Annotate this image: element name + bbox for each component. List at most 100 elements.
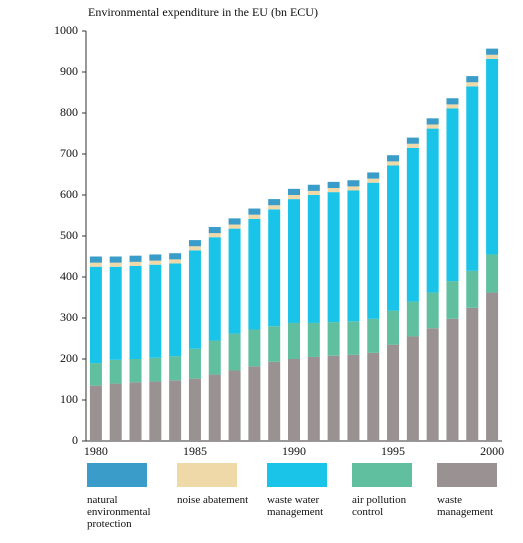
legend-swatch [437,463,497,487]
bar-segment [406,147,419,302]
bar-segment [288,188,300,195]
bar-segment [426,292,439,329]
bar-segment [446,98,459,105]
bar-segment [89,363,102,386]
bar-segment [327,181,340,189]
bar-segment [327,188,340,193]
legend-label: waste management [437,494,494,518]
bar-segment [149,260,162,265]
bar-segment [149,264,162,358]
bar-segment [446,318,459,441]
bar-segment [188,378,201,441]
bar-segment [406,137,419,144]
bar-segment [367,182,380,319]
bar-segment [208,237,221,341]
bar-segment [426,124,439,129]
bar-segment [406,336,419,441]
bar-segment [129,382,142,441]
bar-segment [169,259,182,264]
bar-segment [248,218,261,330]
bar-segment [149,357,162,382]
bar-segment [188,240,201,247]
bar-segment [387,344,400,441]
bar-segment [188,250,201,349]
bar-segment [109,266,122,360]
bar-segment [169,380,182,441]
bar-segment [208,233,221,238]
bar-segment [129,359,142,383]
bar-segment [426,118,439,125]
bar-segment [347,354,360,441]
legend-label: waste water management [267,494,324,518]
bar-segment [426,128,439,293]
y-tick-label: 200 [60,351,78,365]
bar-segment [188,246,201,251]
bar-segment [327,192,340,323]
y-tick-label: 300 [60,310,78,324]
bar-segment [367,172,380,179]
legend-label: noise abatement [177,494,249,506]
bar-segment [486,292,499,441]
bar-segment [169,263,182,357]
bar-segment [109,256,122,263]
bar-segment [288,322,300,359]
bar-segment [426,328,439,441]
bar-segment [307,195,320,323]
bar-segment [327,322,340,356]
bar-segment [109,262,122,267]
x-tick-label: 1980 [84,444,108,458]
legend-swatch [352,463,412,487]
bar-segment [228,218,241,225]
x-tick-label: 1990 [282,444,306,458]
y-tick-label: 400 [60,269,78,283]
bar-segment [367,352,380,441]
bar-segment [288,359,300,441]
bar-segment [248,214,261,219]
x-tick-label: 1985 [183,444,207,458]
bar-segment [208,340,221,375]
bar-segment [446,104,459,109]
bar-segment [129,255,142,262]
bar-segment [208,226,221,234]
bar-segment [307,190,320,195]
bar-segment [248,366,261,441]
bar-segment [268,209,281,327]
bar-segment [169,253,182,260]
bar-segment [288,195,300,200]
bar-segment [228,370,241,441]
bar-segment [406,143,419,148]
bar-segment [466,82,479,87]
bar-segment [288,199,300,323]
bar-segment [486,48,499,55]
bar-segment [307,356,320,441]
legend-swatch [87,463,147,487]
y-tick-label: 100 [60,392,78,406]
bar-segment [486,254,499,293]
bar-segment [387,161,400,166]
bar-segment [89,262,102,267]
chart-title: Environmental expenditure in the EU (bn … [88,5,318,19]
bar-segment [169,356,182,381]
bar-segment [307,322,320,357]
bar-segment [208,374,221,441]
y-tick-label: 1000 [54,23,78,37]
bar-segment [268,361,281,441]
legend-label: natural environmental protection [87,494,151,530]
bar-segment [466,86,479,271]
legend-swatch [267,463,327,487]
bar-segment [307,184,320,191]
y-tick-label: 900 [60,64,78,78]
legend-swatch [177,463,237,487]
x-tick-label: 1995 [381,444,405,458]
y-tick-label: 800 [60,105,78,119]
bar-segment [228,224,241,229]
bar-segment [248,208,261,215]
bar-segment [486,58,499,255]
bar-segment [466,76,479,83]
x-tick-label: 2000 [480,444,504,458]
bar-segment [446,108,459,282]
bar-segment [446,281,459,319]
bar-segment [406,301,419,337]
bar-segment [387,155,400,162]
